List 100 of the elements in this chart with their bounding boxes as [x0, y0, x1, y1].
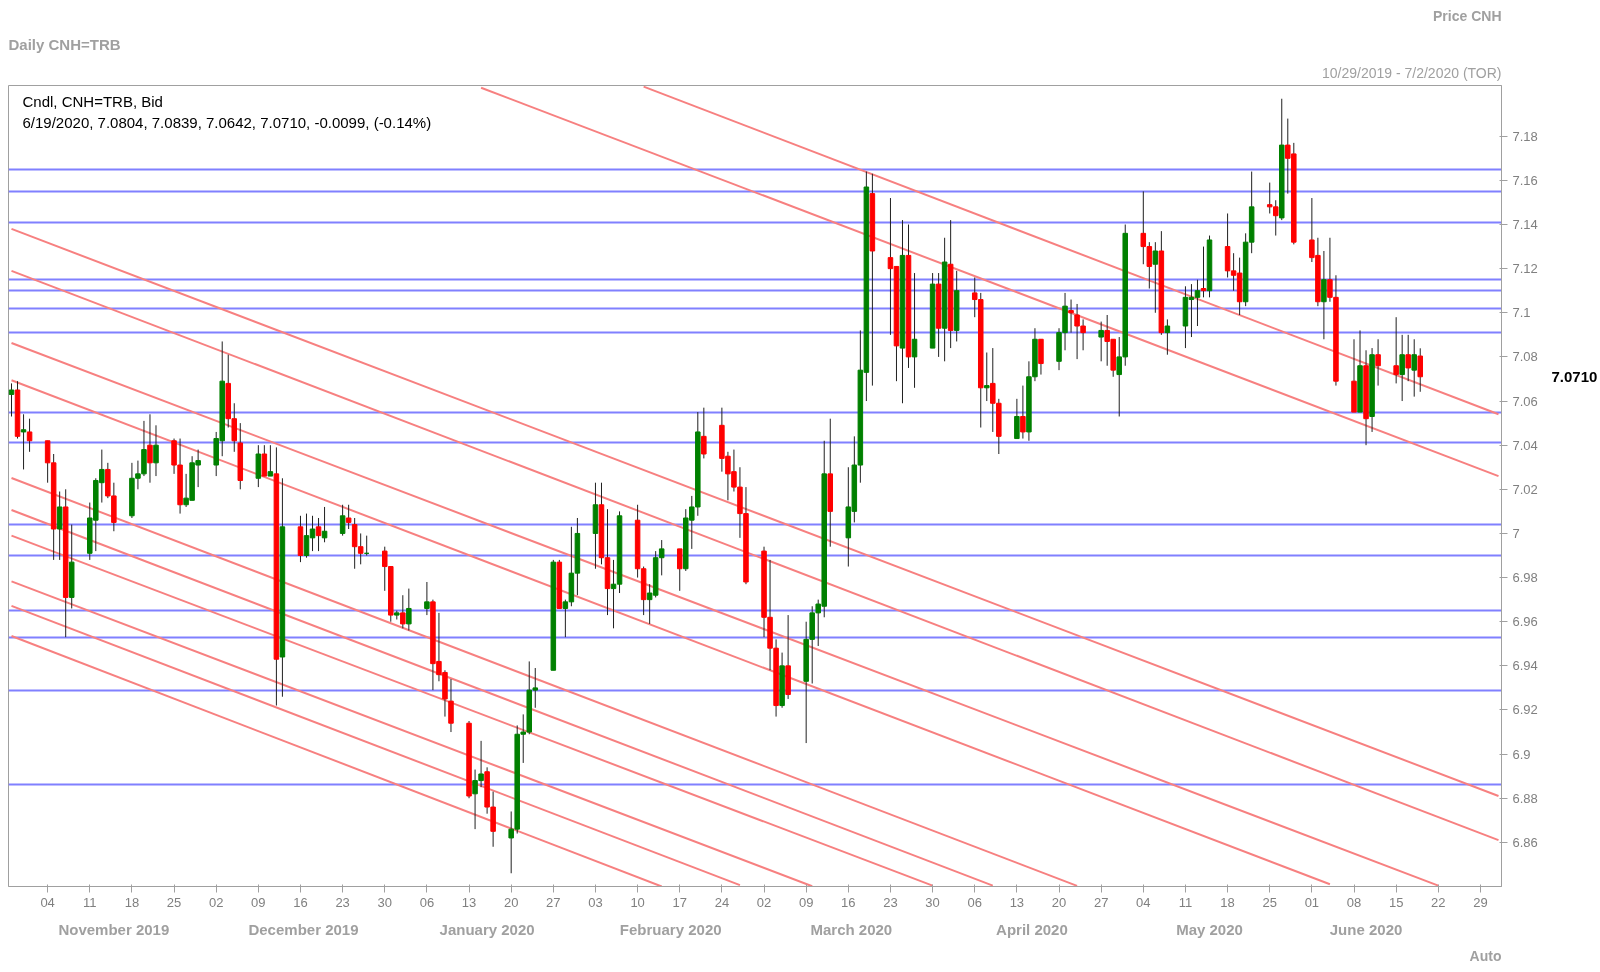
- candlestick: [261, 444, 268, 477]
- candlestick: [911, 272, 918, 389]
- candlestick: [1152, 241, 1159, 314]
- candlestick: [1164, 318, 1171, 356]
- annotation: 6/19/2020, 7.0804, 7.0839, 7.0642, 7.0710, -0.0099, (-0.14%): [22, 113, 432, 131]
- text: June 2020: [1329, 920, 1403, 938]
- text: Auto: [1469, 947, 1502, 964]
- x-tick-label: 11: [83, 894, 97, 910]
- x-tick-label: 06: [419, 894, 435, 910]
- candlestick: [1399, 334, 1405, 402]
- x-tick-label: 27: [1093, 894, 1109, 910]
- candlestick: [448, 678, 454, 733]
- candlestick: [1020, 385, 1026, 440]
- x-tick-label: 18: [1220, 894, 1235, 910]
- x-tick-label: 25: [1262, 894, 1277, 910]
- candlestick: [406, 588, 412, 632]
- y-tick-label: 7.18: [1512, 128, 1538, 144]
- text: May 2020: [1176, 920, 1243, 938]
- x-tick-label: 09: [251, 894, 266, 910]
- candlestick: [8, 382, 15, 417]
- text: 7.0710: [1551, 367, 1598, 385]
- candlestick: [1321, 250, 1327, 340]
- text: March 2020: [810, 920, 893, 938]
- candlestick: [26, 418, 33, 453]
- x-tick-label: 23: [335, 894, 350, 910]
- text: December 2019: [248, 920, 359, 938]
- y-tick-label: 6.86: [1512, 834, 1538, 850]
- candlestick: [1417, 347, 1423, 393]
- candlestick: [701, 407, 707, 459]
- y-axis-title: Price CNH: [1433, 7, 1502, 24]
- y-tick-label: 6.96: [1512, 614, 1538, 630]
- annotation: Cndl, CNH=TRB, Bid: [22, 92, 163, 110]
- candlestick: [20, 413, 27, 470]
- candlestick: [1411, 338, 1417, 398]
- candlestick: [345, 504, 352, 530]
- candlestick: [676, 548, 683, 592]
- y-tick-label: 7.16: [1512, 172, 1538, 188]
- chart-title: Daily CNH=TRB: [8, 35, 121, 53]
- candlestick: [424, 581, 430, 616]
- y-tick-label: 7.02: [1512, 481, 1538, 497]
- x-tick-label: 17: [672, 894, 687, 910]
- x-tick-label: 10: [630, 894, 645, 910]
- y-tick-label: 6.9: [1512, 746, 1531, 762]
- candlestick: [400, 594, 406, 629]
- candlestick: [315, 517, 322, 552]
- x-tick-label: 02: [208, 894, 224, 910]
- candlestick: [153, 424, 159, 477]
- y-tick-label: 7.14: [1512, 217, 1538, 233]
- candlestick: [1393, 316, 1399, 384]
- y-tick-label: 6.92: [1512, 702, 1538, 718]
- y-tick-label: 7.12: [1512, 261, 1538, 277]
- x-tick-label: 04: [1136, 894, 1151, 910]
- candlestick: [56, 491, 63, 561]
- x-tick-label: 08: [1346, 894, 1362, 910]
- x-tick-label: 27: [546, 894, 561, 910]
- text: November 2019: [58, 920, 170, 938]
- candlestick: [1098, 321, 1104, 362]
- x-tick-label: 30: [925, 894, 940, 910]
- candlestick: [1405, 334, 1411, 382]
- x-tick-label: 22: [1431, 894, 1446, 910]
- candlestick: [1014, 398, 1020, 440]
- x-tick-label: 11: [1178, 894, 1193, 910]
- candlestick: [339, 504, 346, 537]
- x-tick-label: 09: [798, 894, 814, 910]
- y-tick-label: 7.1: [1512, 305, 1531, 321]
- x-tick-label: 24: [714, 894, 730, 910]
- y-tick-label: 6.94: [1512, 658, 1538, 674]
- candlestick: [147, 413, 153, 484]
- y-tick-label: 7.08: [1512, 349, 1538, 365]
- candlestick: [267, 444, 274, 477]
- y-tick-label: 7: [1512, 525, 1520, 541]
- x-tick-label: 06: [967, 894, 982, 910]
- y-tick-label: 7.04: [1512, 437, 1538, 453]
- candlestick: [321, 506, 328, 543]
- x-tick-label: 02: [756, 894, 772, 910]
- x-tick-label: 16: [293, 894, 308, 910]
- x-tick-label: 25: [166, 894, 182, 910]
- y-tick-label: 6.88: [1512, 790, 1538, 806]
- x-tick-label: 16: [841, 894, 856, 910]
- y-tick-label: 6.98: [1512, 570, 1538, 586]
- x-tick-label: 04: [40, 894, 55, 910]
- x-tick-label: 18: [124, 894, 140, 910]
- text: April 2020: [996, 920, 1068, 938]
- candlestick: [984, 352, 990, 402]
- y-tick-label: 7.06: [1512, 393, 1538, 409]
- x-tick-label: 13: [461, 894, 477, 910]
- text: February 2020: [619, 920, 722, 938]
- x-tick-label: 20: [503, 894, 519, 910]
- text: January 2020: [439, 920, 535, 938]
- candlestick: [1375, 338, 1381, 387]
- x-tick-label: 13: [1009, 894, 1025, 910]
- x-tick-label: 30: [377, 894, 392, 910]
- x-tick-label: 20: [1051, 894, 1067, 910]
- x-tick-label: 23: [883, 894, 898, 910]
- x-tick-label: 03: [588, 894, 603, 910]
- x-tick-label: 15: [1388, 894, 1404, 910]
- chart-subtitle: 10/29/2019 - 7/2/2020 (TOR): [1321, 64, 1502, 81]
- x-tick-label: 29: [1473, 894, 1488, 910]
- x-tick-label: 01: [1304, 894, 1320, 910]
- candlestick: [1068, 299, 1074, 334]
